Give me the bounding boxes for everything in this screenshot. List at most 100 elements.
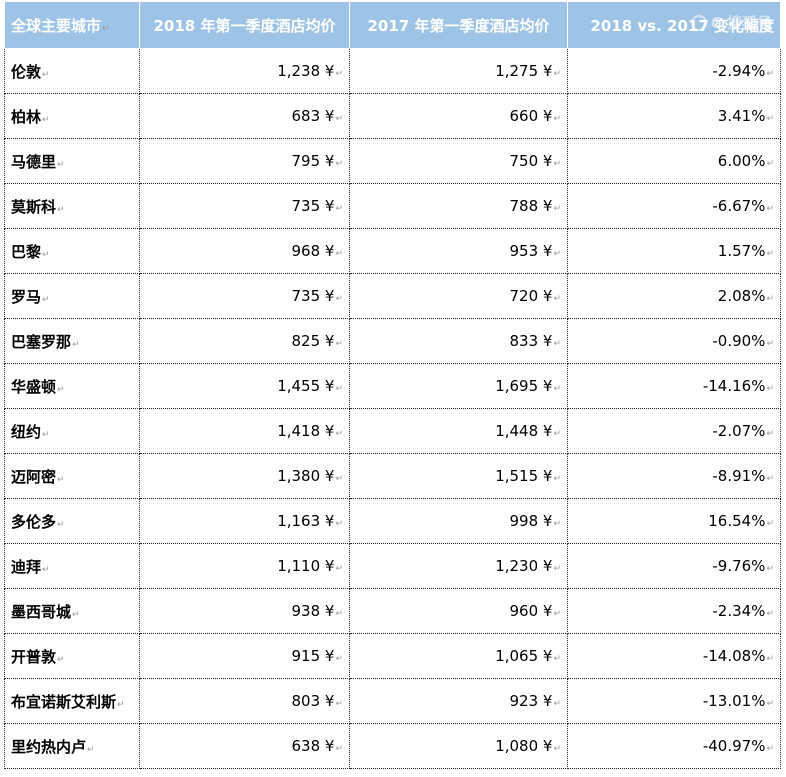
paragraph-mark-icon: ↵	[766, 69, 774, 79]
cell-change: 1.57%↵	[567, 228, 781, 274]
cell-2017-price: 923 ¥↵	[349, 678, 568, 724]
paragraph-mark-icon: ↵	[335, 474, 343, 484]
paragraph-mark-icon: ↵	[42, 429, 50, 440]
cell-change-text: -14.16%	[702, 377, 766, 395]
paragraph-mark-icon: ↵	[766, 474, 774, 484]
cell-2017-price-text: 720 ¥	[509, 287, 553, 305]
cell-2018-price-text: 795 ¥	[291, 152, 335, 170]
cell-2017-price: 750 ¥↵	[349, 138, 568, 184]
cell-2017-price-text: 1,275 ¥	[495, 62, 553, 80]
paragraph-mark-icon: ↵	[553, 744, 561, 754]
cell-2018-price: 638 ¥↵	[139, 723, 350, 769]
cell-city-text: 布宜诺斯艾利斯	[11, 692, 117, 711]
cell-change-text: -2.34%	[712, 602, 766, 620]
header-city: 全球主要城市↵	[4, 1, 140, 49]
paragraph-mark-icon: ↵	[335, 564, 343, 574]
cell-2018-price: 1,110 ¥↵	[139, 543, 350, 589]
paragraph-mark-icon: ↵	[335, 699, 343, 709]
cell-2018-price-text: 1,238 ¥	[277, 62, 335, 80]
cell-2017-price-text: 1,515 ¥	[495, 467, 553, 485]
paragraph-mark-icon: ↵	[553, 249, 561, 259]
table-row: 布宜诺斯艾利斯↵ 803 ¥↵ 923 ¥↵ -13.01%↵	[4, 678, 781, 724]
cell-2018-price: 795 ¥↵	[139, 138, 350, 184]
cell-city: 墨西哥城↵	[4, 588, 140, 634]
cell-2018-price-text: 1,163 ¥	[277, 512, 335, 530]
paragraph-mark-icon: ↵	[553, 654, 561, 664]
cell-2018-price: 1,418 ¥↵	[139, 408, 350, 454]
table-body: 伦敦↵ 1,238 ¥↵ 1,275 ¥↵ -2.94%↵ 柏林↵ 683 ¥↵ 660 ¥…	[4, 48, 781, 769]
cell-change: -13.01%↵	[567, 678, 781, 724]
paragraph-mark-icon: ↵	[553, 564, 561, 574]
paragraph-mark-icon: ↵	[335, 384, 343, 394]
cell-change: -9.76%↵	[567, 543, 781, 589]
cell-2018-price: 968 ¥↵	[139, 228, 350, 274]
cell-2017-price-text: 960 ¥	[509, 602, 553, 620]
paragraph-mark-icon: ↵	[766, 519, 774, 529]
table-row: 巴塞罗那↵ 825 ¥↵ 833 ¥↵ -0.90%↵	[4, 318, 781, 364]
watermark-logo-icon	[690, 14, 707, 31]
cell-city-text: 罗马	[11, 287, 42, 306]
watermark-text: C 搜狐号	[710, 14, 772, 32]
cell-2017-price: 788 ¥↵	[349, 183, 568, 229]
paragraph-mark-icon: ↵	[766, 744, 774, 754]
cell-2018-price-text: 825 ¥	[291, 332, 335, 350]
paragraph-mark-icon: ↵	[553, 384, 561, 394]
cell-2018-price-text: 1,455 ¥	[277, 377, 335, 395]
paragraph-mark-icon: ↵	[57, 519, 65, 530]
cell-city: 多伦多↵	[4, 498, 140, 544]
paragraph-mark-icon: ↵	[335, 204, 343, 214]
cell-city-text: 墨西哥城	[11, 602, 72, 621]
cell-city: 迪拜↵	[4, 543, 140, 589]
cell-2017-price-text: 1,080 ¥	[495, 737, 553, 755]
cell-change: -14.16%↵	[567, 363, 781, 409]
paragraph-mark-icon: ↵	[553, 519, 561, 529]
table-row: 华盛顿↵ 1,455 ¥↵ 1,695 ¥↵ -14.16%↵	[4, 363, 781, 409]
cell-change: 2.08%↵	[567, 273, 781, 319]
paragraph-mark-icon: ↵	[42, 294, 50, 305]
cell-2017-price: 1,230 ¥↵	[349, 543, 568, 589]
cell-change: -2.07%↵	[567, 408, 781, 454]
cell-2018-price-text: 968 ¥	[291, 242, 335, 260]
table-row: 莫斯科↵ 735 ¥↵ 788 ¥↵ -6.67%↵	[4, 183, 781, 229]
cell-city-text: 开普敦	[11, 647, 57, 666]
cell-2017-price: 1,275 ¥↵	[349, 48, 568, 94]
paragraph-mark-icon: ↵	[553, 609, 561, 619]
cell-change-text: -6.67%	[712, 197, 766, 215]
cell-city-text: 纽约	[11, 422, 42, 441]
cell-city-text: 里约热内卢	[11, 737, 87, 756]
cell-2017-price-text: 1,448 ¥	[495, 422, 553, 440]
cell-change: -2.34%↵	[567, 588, 781, 634]
table-row: 罗马↵ 735 ¥↵ 720 ¥↵ 2.08%↵	[4, 273, 781, 319]
cell-2017-price-text: 923 ¥	[509, 692, 553, 710]
paragraph-mark-icon: ↵	[72, 339, 80, 350]
cell-2017-price: 1,515 ¥↵	[349, 453, 568, 499]
cell-change-text: 2.08%	[717, 287, 766, 305]
paragraph-mark-icon: ↵	[57, 159, 65, 170]
cell-change-text: -2.94%	[712, 62, 766, 80]
cell-2018-price-text: 683 ¥	[291, 107, 335, 125]
cell-change-text: -14.08%	[702, 647, 766, 665]
cell-2017-price-text: 998 ¥	[509, 512, 553, 530]
cell-city: 伦敦↵	[4, 48, 140, 94]
cell-2017-price-text: 660 ¥	[509, 107, 553, 125]
cell-2018-price: 1,163 ¥↵	[139, 498, 350, 544]
table-row: 巴黎 ↵ 968 ¥↵ 953 ¥↵ 1.57%↵	[4, 228, 781, 274]
paragraph-mark-icon: ↵	[553, 429, 561, 439]
header-2017-price: 2017 年第一季度酒店均价	[349, 1, 568, 49]
paragraph-mark-icon: ↵	[553, 69, 561, 79]
cell-city-text: 华盛顿	[11, 377, 57, 396]
cell-2017-price: 953 ¥↵	[349, 228, 568, 274]
cell-change-text: -9.76%	[712, 557, 766, 575]
cell-city-text: 巴黎	[11, 242, 42, 261]
cell-2018-price: 825 ¥↵	[139, 318, 350, 364]
cell-city: 布宜诺斯艾利斯↵	[4, 678, 140, 724]
cell-2017-price-text: 750 ¥	[509, 152, 553, 170]
table-row: 迪拜↵ 1,110 ¥↵ 1,230 ¥↵ -9.76%↵	[4, 543, 781, 589]
paragraph-mark-icon: ↵	[553, 699, 561, 709]
cell-change: -40.97%↵	[567, 723, 781, 769]
paragraph-mark-icon: ↵	[766, 339, 774, 349]
cell-2018-price-text: 803 ¥	[291, 692, 335, 710]
cell-change-text: 16.54%	[708, 512, 766, 530]
paragraph-mark-icon: ↵	[57, 654, 65, 665]
cell-change-text: -13.01%	[702, 692, 766, 710]
